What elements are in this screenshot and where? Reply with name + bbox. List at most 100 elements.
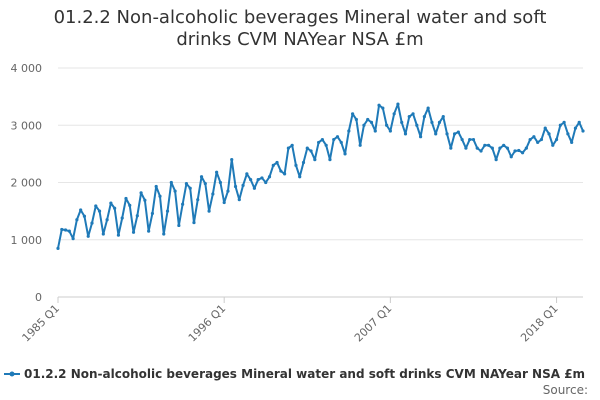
data-point[interactable]	[320, 137, 324, 142]
data-point[interactable]	[75, 218, 79, 222]
data-point[interactable]	[196, 198, 200, 202]
data-point[interactable]	[479, 149, 483, 153]
data-point[interactable]	[211, 192, 215, 196]
data-point[interactable]	[181, 202, 185, 206]
data-point[interactable]	[581, 129, 585, 133]
data-point[interactable]	[116, 233, 121, 237]
data-point[interactable]	[351, 112, 355, 116]
data-point[interactable]	[517, 148, 521, 153]
data-point[interactable]	[528, 137, 532, 142]
data-point[interactable]	[430, 120, 434, 124]
data-point[interactable]	[532, 135, 536, 139]
data-point[interactable]	[86, 234, 90, 238]
data-point[interactable]	[570, 140, 574, 145]
data-point[interactable]	[343, 152, 347, 156]
data-point[interactable]	[135, 214, 139, 218]
data-point[interactable]	[298, 175, 302, 179]
data-point[interactable]	[332, 137, 336, 142]
data-point[interactable]	[445, 132, 449, 136]
data-point[interactable]	[222, 200, 226, 205]
data-point[interactable]	[252, 186, 256, 190]
data-point[interactable]	[241, 183, 245, 187]
data-point[interactable]	[63, 228, 68, 232]
data-point[interactable]	[143, 198, 147, 202]
data-point[interactable]	[543, 126, 547, 130]
data-point[interactable]	[354, 117, 358, 122]
data-point[interactable]	[237, 198, 241, 202]
data-point[interactable]	[233, 184, 238, 189]
data-point[interactable]	[418, 135, 423, 139]
data-point[interactable]	[577, 120, 581, 124]
data-point[interactable]	[313, 158, 317, 162]
data-point[interactable]	[184, 182, 189, 186]
data-point[interactable]	[558, 123, 562, 127]
data-point[interactable]	[551, 143, 555, 147]
data-point[interactable]	[573, 126, 578, 130]
data-point[interactable]	[67, 229, 71, 233]
data-point[interactable]	[256, 178, 260, 182]
data-point[interactable]	[301, 160, 306, 165]
data-point[interactable]	[324, 143, 328, 147]
data-point[interactable]	[437, 120, 442, 124]
data-point[interactable]	[441, 115, 445, 119]
data-point[interactable]	[124, 196, 128, 201]
data-point[interactable]	[215, 170, 219, 174]
data-point[interactable]	[509, 155, 513, 159]
data-point[interactable]	[407, 115, 411, 119]
data-point[interactable]	[173, 189, 177, 193]
data-point[interactable]	[335, 135, 340, 139]
data-point[interactable]	[547, 132, 551, 136]
data-point[interactable]	[188, 186, 192, 190]
data-point[interactable]	[498, 146, 502, 150]
data-point[interactable]	[456, 130, 460, 134]
data-point[interactable]	[452, 132, 457, 136]
series-line-0[interactable]	[57, 103, 584, 249]
data-point[interactable]	[120, 216, 124, 220]
data-point[interactable]	[415, 123, 419, 127]
data-point[interactable]	[494, 158, 498, 162]
data-point[interactable]	[449, 146, 453, 150]
data-point[interactable]	[109, 201, 113, 205]
data-point[interactable]	[260, 176, 264, 180]
data-point[interactable]	[226, 189, 230, 193]
data-point[interactable]	[471, 137, 476, 142]
data-point[interactable]	[554, 137, 559, 142]
data-point[interactable]	[328, 158, 332, 162]
data-point[interactable]	[483, 143, 487, 147]
data-point[interactable]	[358, 143, 362, 147]
data-point[interactable]	[475, 146, 479, 150]
data-point[interactable]	[520, 151, 525, 155]
data-point[interactable]	[71, 237, 75, 241]
data-point[interactable]	[249, 178, 253, 182]
data-point[interactable]	[79, 208, 83, 212]
data-point[interactable]	[94, 204, 98, 208]
data-point[interactable]	[403, 132, 408, 136]
data-point[interactable]	[131, 230, 136, 234]
data-point[interactable]	[381, 106, 385, 110]
data-point[interactable]	[388, 129, 392, 133]
data-point[interactable]	[147, 229, 151, 233]
data-point[interactable]	[339, 140, 343, 145]
data-point[interactable]	[275, 160, 279, 165]
data-point[interactable]	[199, 175, 204, 179]
data-point[interactable]	[396, 102, 400, 106]
data-point[interactable]	[97, 209, 102, 213]
data-point[interactable]	[490, 146, 494, 150]
legend-label[interactable]: 01.2.2 Non-alcoholic beverages Mineral w…	[24, 367, 585, 381]
data-point[interactable]	[60, 227, 64, 232]
data-point[interactable]	[101, 232, 105, 236]
data-point[interactable]	[502, 143, 506, 147]
data-point[interactable]	[486, 143, 491, 147]
data-point[interactable]	[207, 209, 211, 213]
data-point[interactable]	[305, 146, 309, 150]
data-point[interactable]	[347, 129, 351, 133]
data-point[interactable]	[562, 120, 566, 124]
data-point[interactable]	[536, 140, 540, 145]
data-point[interactable]	[366, 117, 370, 122]
data-point[interactable]	[283, 172, 287, 176]
data-point[interactable]	[392, 112, 396, 116]
data-point[interactable]	[165, 209, 170, 213]
data-point[interactable]	[113, 206, 117, 210]
data-point[interactable]	[539, 137, 544, 142]
data-point[interactable]	[309, 149, 313, 153]
